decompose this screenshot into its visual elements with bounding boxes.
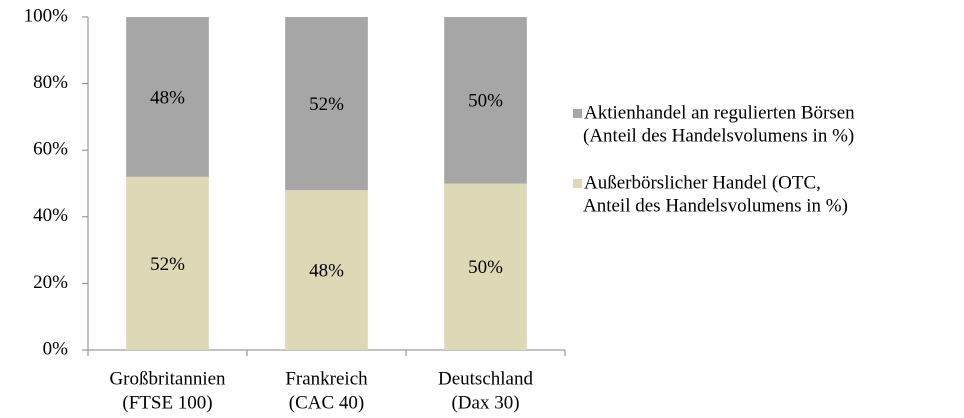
x-tick-label: (CAC 40): [289, 392, 364, 413]
bar-segment: [285, 190, 368, 350]
y-tick-label: 80%: [33, 72, 68, 93]
y-tick-label: 60%: [33, 139, 68, 160]
x-tick-label: Großbritannien: [109, 368, 226, 389]
y-tick-label: 0%: [43, 338, 69, 359]
y-tick-label: 40%: [33, 205, 68, 226]
x-tick-label: (FTSE 100): [122, 392, 212, 413]
x-tick-label: Frankreich: [285, 368, 368, 389]
legend-label: Aktienhandel an regulierten Börsen: [584, 102, 855, 123]
bar-segment: [126, 17, 209, 177]
data-label: 48%: [309, 260, 344, 281]
bar-segment: [285, 17, 368, 191]
data-label: 48%: [150, 87, 185, 108]
data-label: 50%: [468, 91, 503, 112]
legend-label: (Anteil des Handelsvolumens in %): [583, 125, 854, 146]
data-label: 52%: [150, 254, 185, 275]
data-label: 50%: [468, 257, 503, 278]
legend-swatch: [573, 179, 582, 188]
y-tick-label: 20%: [33, 272, 68, 293]
legend-label: Anteil des Handelsvolumens in %): [583, 195, 848, 216]
data-label: 52%: [309, 94, 344, 115]
x-tick-label: (Dax 30): [451, 392, 519, 413]
bar-segment: [444, 17, 527, 184]
x-tick-label: Deutschland: [438, 368, 533, 389]
bar-segment: [126, 176, 209, 350]
bar-segment: [444, 183, 527, 350]
legend-swatch: [573, 109, 582, 118]
y-tick-label: 100%: [24, 5, 69, 26]
legend-label: Außerbörslicher Handel (OTC,: [584, 172, 821, 193]
